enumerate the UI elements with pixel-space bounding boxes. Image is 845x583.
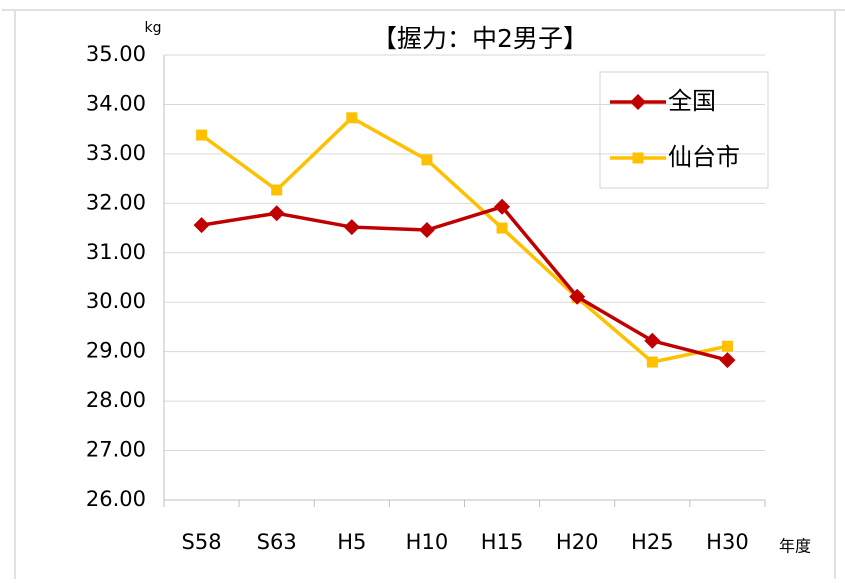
chart-title: 【握力：中2男子】: [372, 24, 588, 53]
point: [268, 205, 285, 222]
point: [721, 340, 733, 352]
y-tick-label: 28.00: [86, 388, 146, 412]
x-tick-label: H15: [481, 530, 524, 554]
y-tick-label: 31.00: [86, 240, 146, 264]
point: [632, 152, 644, 164]
legend-label: 仙台市: [668, 143, 740, 171]
legend: [599, 71, 769, 189]
series-line: [200, 115, 728, 364]
point: [418, 222, 435, 239]
point: [646, 356, 658, 368]
point: [421, 154, 433, 166]
point: [644, 332, 661, 349]
x-tick-label: H5: [337, 530, 366, 554]
point: [494, 198, 511, 215]
y-tick-label: 34.00: [86, 91, 146, 115]
y-tick-label: 29.00: [86, 339, 146, 363]
point: [496, 222, 508, 234]
x-tick-label: S63: [257, 530, 297, 554]
x-tick-label: S58: [182, 530, 222, 554]
point: [193, 217, 210, 234]
x-tick-label: H20: [556, 530, 599, 554]
series-line: [201, 204, 728, 362]
point: [346, 112, 358, 124]
point: [271, 184, 283, 196]
x-tick-label: H25: [631, 530, 674, 554]
x-tick-label: H30: [706, 530, 749, 554]
point: [343, 219, 360, 236]
x-axis-label: 年度: [779, 537, 811, 556]
legend-label: 全国: [668, 87, 716, 115]
y-tick-label: 32.00: [86, 190, 146, 214]
point: [630, 94, 646, 110]
y-tick-label: 27.00: [86, 438, 146, 462]
point: [569, 288, 586, 305]
y-tick-label: 30.00: [86, 289, 146, 313]
y-tick-label: 26.00: [86, 487, 146, 511]
y-tick-label: 35.00: [86, 42, 146, 66]
point: [196, 129, 208, 141]
point: [719, 352, 736, 369]
x-tick-label: H10: [406, 530, 449, 554]
y-tick-label: 33.00: [86, 141, 146, 165]
y-axis-label: kg: [145, 20, 162, 36]
